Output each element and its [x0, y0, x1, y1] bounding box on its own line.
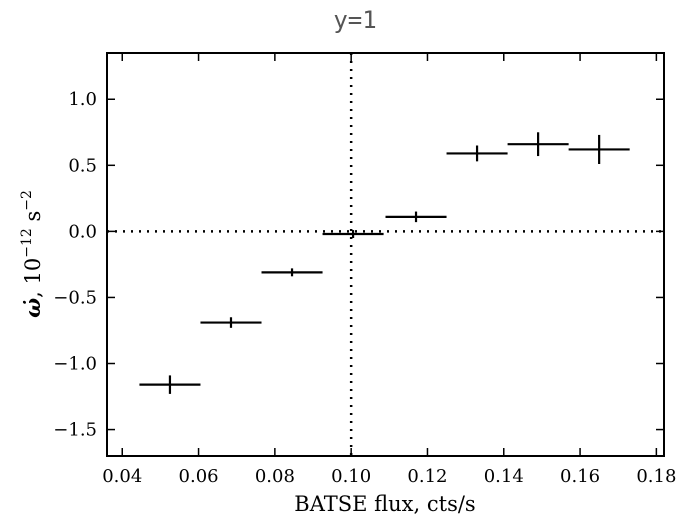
x-tick-label: 0.04 [102, 466, 142, 487]
x-tick-label: 0.12 [407, 466, 447, 487]
reference-lines [107, 53, 664, 456]
x-tick-label: 0.18 [636, 466, 676, 487]
data-point [261, 268, 323, 277]
y-tick-label: 1.0 [68, 89, 97, 110]
chart-title: y=1 [333, 6, 376, 34]
data-point [200, 317, 262, 328]
plot-frame [106, 52, 665, 457]
x-tick-label: 0.16 [560, 466, 600, 487]
y-tick-label: −1.5 [53, 420, 97, 441]
y-axis-label-unit: s [21, 211, 45, 228]
x-tick-label: 0.08 [255, 466, 295, 487]
y-axis-label-exp2: −2 [19, 190, 35, 211]
data-point [568, 134, 630, 164]
y-tick-label: −1.0 [53, 354, 97, 375]
data-points [139, 132, 630, 394]
x-axis-ticks: 0.04 0.06 0.08 0.10 0.12 0.14 0.16 0.18 [102, 53, 676, 487]
data-point [385, 211, 447, 223]
x-axis-label: BATSE flux, cts/s [294, 492, 475, 516]
x-tick-label: 0.06 [179, 466, 219, 487]
y-tick-label: 0.0 [68, 221, 97, 242]
x-tick-label: 0.14 [484, 466, 524, 487]
y-axis-label: ω̇, 10−12 s−2 [19, 190, 45, 318]
y-axis-label-comma: , 10 [21, 258, 45, 298]
y-axis-label-exp1: −12 [19, 228, 35, 258]
x-tick-label: 0.10 [331, 466, 371, 487]
data-point [139, 375, 201, 394]
y-tick-label: 0.5 [68, 155, 97, 176]
y-tick-label: −0.5 [53, 287, 97, 308]
y-axis-ticks: 1.0 0.5 0.0 −0.5 −1.0 −1.5 [53, 89, 664, 441]
y-axis-label-symbol: ω̇ [20, 298, 45, 318]
data-point [507, 132, 569, 157]
data-point [446, 145, 508, 162]
data-point [322, 230, 384, 238]
